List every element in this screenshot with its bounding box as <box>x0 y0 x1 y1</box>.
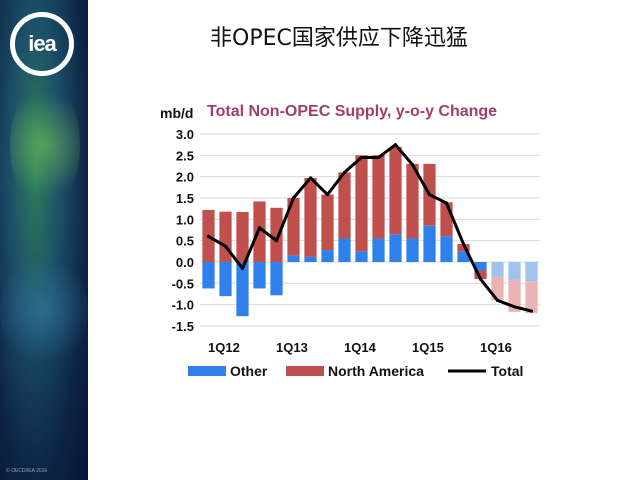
total-point <box>308 176 313 180</box>
other-bar <box>525 262 538 282</box>
other-bar <box>389 234 402 262</box>
y-tick-label: 0.0 <box>176 255 194 270</box>
total-line-layer <box>206 143 534 313</box>
north-america-bar <box>304 177 317 257</box>
other-bar <box>491 262 504 277</box>
total-line <box>207 143 532 313</box>
legend-label-total: Total <box>491 363 523 379</box>
total-point <box>427 192 432 197</box>
sidebar-glow <box>10 80 80 210</box>
total-point <box>223 244 228 248</box>
x-tick-label: 1Q13 <box>276 340 308 355</box>
other-bar <box>219 262 232 297</box>
slide-title: 非OPEC国家供应下降迅猛 <box>210 26 468 51</box>
total-point <box>478 277 483 281</box>
supply-change-chart: mb/d Total Non-OPEC Supply, y-o-y Change… <box>160 103 540 379</box>
north-america-bar <box>389 146 402 235</box>
total-point <box>359 155 364 160</box>
y-tick-label: 3.0 <box>176 127 194 142</box>
x-tick-label: 1Q14 <box>344 340 377 355</box>
sidebar-banner: iea © OECD/IEA 2016 <box>0 0 88 480</box>
other-bar <box>304 256 317 262</box>
total-point <box>291 196 296 200</box>
total-point <box>376 155 381 160</box>
total-point <box>529 309 534 313</box>
total-point <box>444 201 449 205</box>
total-point <box>240 266 245 270</box>
north-america-bar <box>219 211 232 262</box>
north-america-bar <box>338 172 351 239</box>
north-america-bar <box>287 198 300 256</box>
x-tick-labels: 1Q12 1Q13 1Q14 1Q15 1Q16 <box>208 340 512 355</box>
other-bar <box>508 262 521 280</box>
legend-swatch-other <box>188 366 226 376</box>
other-bar <box>321 250 334 262</box>
north-america-bar <box>457 244 470 252</box>
total-point <box>325 192 330 197</box>
north-america-bar <box>355 155 368 252</box>
total-point <box>393 143 398 147</box>
other-bar <box>372 238 385 262</box>
x-tick-label: 1Q15 <box>412 340 444 355</box>
other-bar <box>406 238 419 262</box>
total-point <box>495 298 500 302</box>
legend-swatch-north-america <box>286 366 324 376</box>
other-bar <box>202 262 215 289</box>
other-bar <box>423 225 436 262</box>
y-tick-label: 1.0 <box>176 212 194 227</box>
total-point <box>410 163 415 167</box>
north-america-bar <box>508 279 521 312</box>
iea-logo: iea <box>10 12 74 76</box>
other-bar <box>474 262 487 271</box>
y-tick-label: 2.0 <box>176 170 194 185</box>
other-bar <box>355 251 368 262</box>
other-bar <box>338 238 351 262</box>
north-america-bar <box>474 270 487 280</box>
x-tick-label: 1Q16 <box>480 340 512 355</box>
north-america-bar <box>270 207 283 262</box>
other-bar <box>287 255 300 262</box>
total-point <box>257 226 262 230</box>
sidebar-glow-lower <box>0 250 88 370</box>
north-america-bar <box>525 281 538 314</box>
legend-label-north-america: North America <box>328 363 424 379</box>
north-america-bar <box>321 194 334 251</box>
north-america-bar <box>372 155 385 239</box>
y-tick-label: -1.0 <box>172 298 194 313</box>
y-tick-label: 2.5 <box>176 148 194 163</box>
gridlines <box>200 133 540 327</box>
total-point <box>206 234 211 238</box>
y-tick-label: 0.5 <box>176 234 194 249</box>
north-america-bar <box>236 212 249 262</box>
y-axis-unit: mb/d <box>160 105 193 121</box>
y-tick-label: 1.5 <box>176 191 194 206</box>
chart-title: Total Non-OPEC Supply, y-o-y Change <box>207 103 497 120</box>
x-tick-label: 1Q12 <box>208 340 240 355</box>
copyright-text: © OECD/IEA 2016 <box>6 468 48 474</box>
y-tick-label: -1.5 <box>172 319 194 334</box>
total-point <box>274 239 279 243</box>
legend: Other North America Total <box>188 363 523 379</box>
y-tick-labels: 3.0 2.5 2.0 1.5 1.0 0.5 0.0 -0.5 -1.0 -1.5 <box>172 127 194 334</box>
legend-label-other: Other <box>230 363 268 379</box>
logo-text: iea <box>28 31 57 56</box>
other-bar <box>236 262 249 317</box>
total-point <box>461 242 466 246</box>
north-america-bar <box>440 202 453 237</box>
other-bar <box>457 251 470 262</box>
total-point <box>342 170 347 174</box>
bars <box>202 146 538 317</box>
other-bar <box>253 262 266 289</box>
y-tick-label: -0.5 <box>172 276 194 291</box>
other-bar <box>440 236 453 262</box>
other-bar <box>270 262 283 296</box>
north-america-bar <box>406 163 419 239</box>
total-point <box>512 305 517 309</box>
